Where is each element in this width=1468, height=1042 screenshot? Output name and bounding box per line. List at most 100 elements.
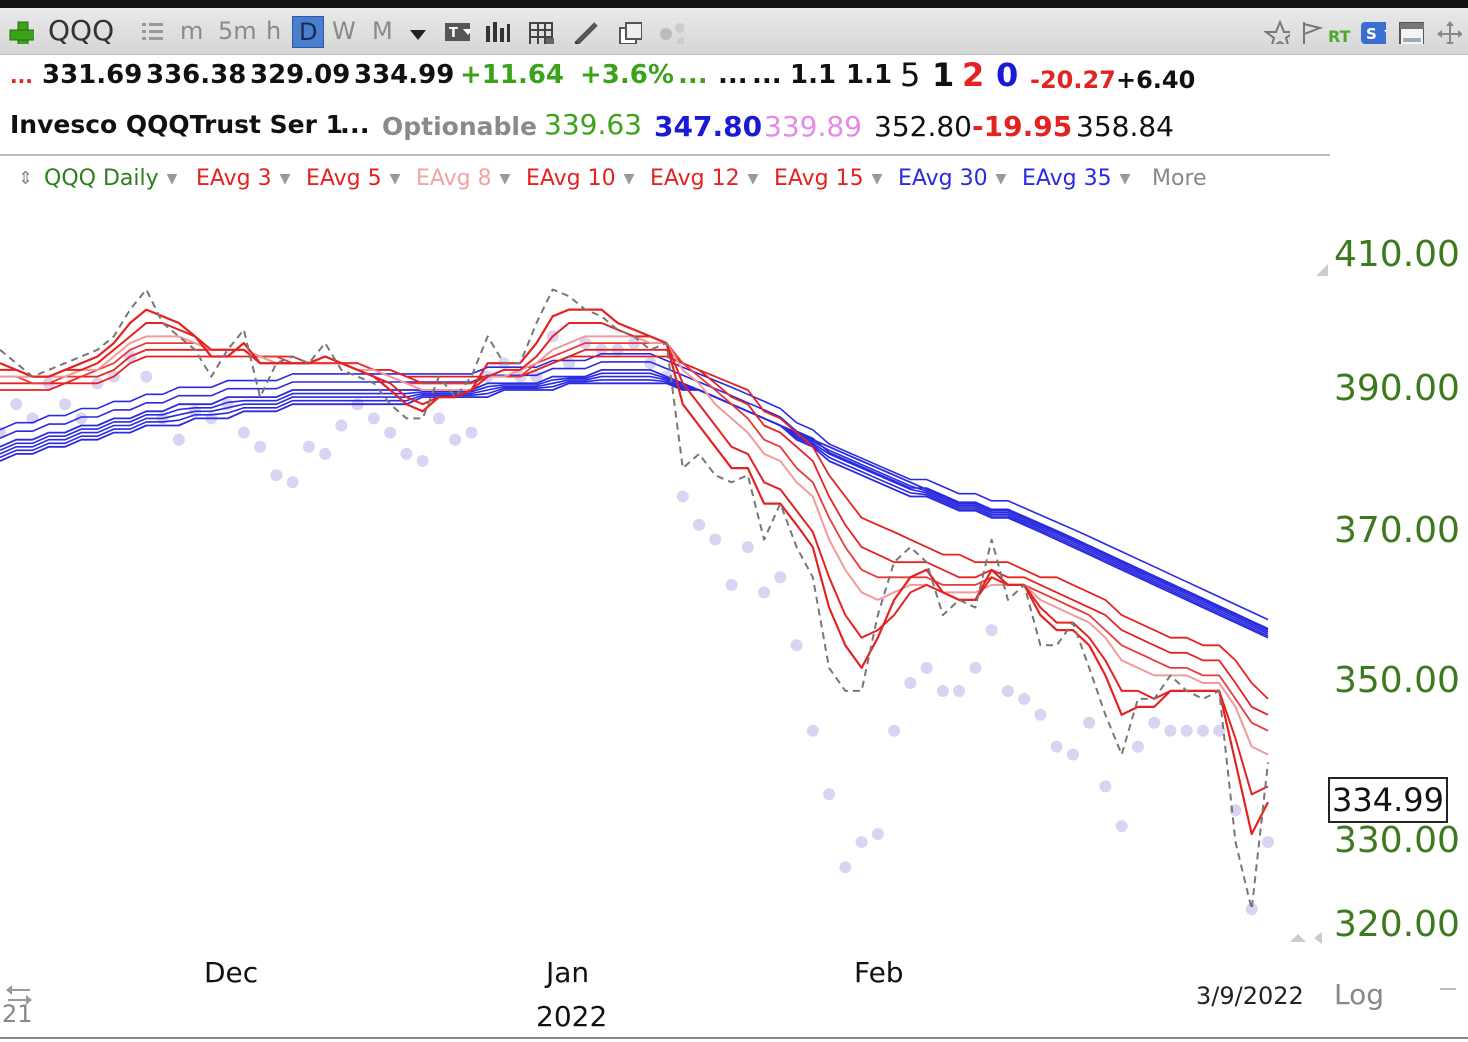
dropdown-icon[interactable]	[408, 28, 434, 52]
quote-n0: 0	[996, 56, 1019, 94]
move-icon[interactable]	[1436, 20, 1462, 44]
y-tick-label: 370.00	[1334, 510, 1460, 551]
y-tick-label: 330.00	[1334, 820, 1460, 861]
chevron-down-icon: ▼	[1119, 171, 1131, 187]
legend-item-eavg-3[interactable]: EAvg 3 ▼	[196, 166, 290, 191]
period-5min[interactable]: 5m	[218, 17, 257, 45]
ema-band-line	[0, 379, 1269, 633]
series-line-eavg-5	[0, 322, 1269, 796]
dots-icon[interactable]	[658, 20, 684, 44]
period-minute[interactable]: m	[180, 17, 204, 45]
chevron-down-icon: ▼	[166, 171, 178, 187]
chevron-down-icon: ▼	[747, 171, 759, 187]
quote-n5: 5	[900, 56, 921, 94]
info-ellipsis: ...	[340, 110, 370, 140]
log-scale-toggle[interactable]: Log	[1334, 978, 1385, 1011]
symbol-field[interactable]: QQQ	[48, 14, 115, 47]
quote-ellipsis-2: ...	[752, 60, 782, 90]
plus-icon[interactable]	[8, 20, 34, 44]
chevron-down-icon: ▼	[389, 171, 401, 187]
low-dot	[302, 440, 315, 453]
list-icon[interactable]	[140, 20, 166, 44]
x-cut-label: 21	[2, 1000, 33, 1028]
info-price-3: 339.89	[764, 110, 862, 143]
low-dot	[140, 370, 153, 383]
chevron-down-icon: ▼	[623, 171, 635, 187]
table-icon[interactable]	[528, 20, 554, 44]
low-dot	[693, 518, 706, 531]
low-dot	[1131, 740, 1144, 753]
y-tick-label: 410.00	[1334, 234, 1460, 275]
low-dot	[904, 677, 917, 689]
ema-band-line	[0, 353, 1269, 621]
price-chart[interactable]	[0, 200, 1330, 942]
toolbar: QQQ m 5m h D W M T RT S	[0, 8, 1468, 55]
low-dot	[985, 624, 998, 637]
legend-label: EAvg 3	[196, 166, 272, 191]
low-dot	[465, 426, 478, 439]
legend-item-eavg-5[interactable]: EAvg 5 ▼	[306, 166, 400, 191]
y-tick-label: 320.00	[1334, 904, 1460, 945]
rt-icon[interactable]: RT	[1328, 27, 1351, 46]
low-dot	[75, 412, 88, 425]
low-dot	[953, 684, 966, 697]
low-dot	[449, 433, 462, 446]
bars-icon[interactable]	[484, 20, 510, 44]
legend-item-eavg-10[interactable]: EAvg 10 ▼	[526, 166, 634, 191]
menu-lines-icon[interactable]	[1438, 986, 1458, 996]
info-price-6: 358.84	[1076, 110, 1174, 143]
scroll-arrows-icon[interactable]	[1288, 930, 1328, 946]
low-dot	[1115, 820, 1128, 833]
legend-item-eavg-35[interactable]: EAvg 35 ▼	[1022, 166, 1130, 191]
legend-label: QQQ Daily	[44, 166, 159, 191]
chevron-down-icon: ▼	[499, 171, 511, 187]
low-dot	[758, 586, 771, 599]
window-icon[interactable]	[1398, 20, 1424, 44]
copy-icon[interactable]	[616, 20, 642, 44]
legend-label: EAvg 12	[650, 166, 740, 191]
legend-item-qqq-daily[interactable]: QQQ Daily ▼	[44, 166, 177, 191]
low-dot	[741, 541, 754, 554]
period-daily[interactable]: D	[292, 16, 325, 48]
quote-low: 329.09	[250, 60, 351, 90]
quote-high: 336.38	[146, 60, 247, 90]
trade-icon[interactable]: T	[444, 20, 470, 44]
low-dot	[709, 533, 722, 546]
legend-more-button[interactable]: More	[1152, 166, 1207, 191]
period-monthly[interactable]: M	[372, 17, 393, 45]
legend-item-eavg-30[interactable]: EAvg 30 ▼	[898, 166, 1006, 191]
low-dot	[936, 684, 949, 697]
low-dot	[254, 440, 267, 453]
chevron-down-icon: ▼	[279, 171, 291, 187]
low-dot	[237, 426, 250, 439]
quote-change: +11.64	[460, 60, 565, 90]
sort-arrows-icon[interactable]: ⇕	[18, 168, 34, 189]
period-weekly[interactable]: W	[332, 17, 356, 45]
info-price-2: 347.80	[654, 110, 763, 143]
quote-green-ellipsis: ...	[678, 60, 708, 90]
star-icon[interactable]	[1264, 20, 1290, 44]
chevron-down-icon: ▼	[871, 171, 883, 187]
low-dot	[1164, 724, 1177, 737]
s-icon[interactable]: S	[1360, 20, 1386, 44]
scroll-up-arrow-icon[interactable]	[1314, 262, 1330, 278]
legend-item-eavg-8[interactable]: EAvg 8 ▼	[416, 166, 510, 191]
period-hour[interactable]: h	[266, 17, 282, 45]
low-dot	[432, 412, 445, 425]
window-top-border	[0, 0, 1468, 8]
x-tick-label: Jan	[546, 956, 590, 989]
chart-legend: ⇕ QQQ Daily ▼ EAvg 3 ▼ EAvg 5 ▼ EAvg 8 ▼ EAv…	[0, 160, 1330, 200]
legend-item-eavg-15[interactable]: EAvg 15 ▼	[774, 166, 882, 191]
x-year-label: 2022	[536, 1000, 608, 1033]
ema-band-line	[0, 375, 1269, 635]
swap-arrows-icon[interactable]	[4, 982, 34, 1008]
low-dot	[286, 476, 299, 489]
low-dot	[920, 661, 933, 674]
flag-icon[interactable]	[1300, 20, 1326, 44]
low-dot	[172, 433, 185, 446]
legend-item-eavg-12[interactable]: EAvg 12 ▼	[650, 166, 758, 191]
quote-v1: 1.1	[790, 60, 837, 90]
low-dot	[676, 490, 689, 503]
pencil-icon[interactable]	[572, 20, 598, 44]
quote-change-pct: +3.6%	[580, 60, 674, 90]
